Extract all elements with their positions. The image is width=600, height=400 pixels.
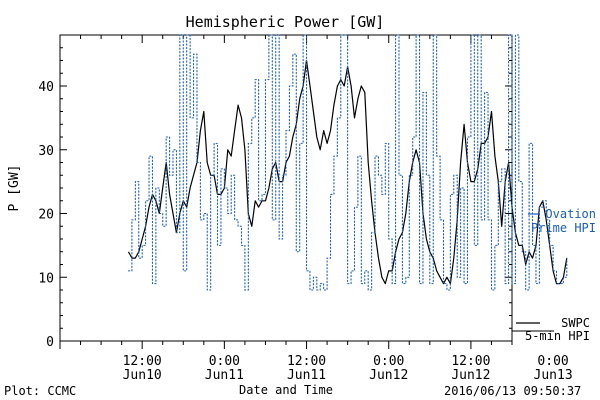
- x-tick-date-label: Jun11: [287, 368, 326, 383]
- x-axis-ticks: 12:00Jun100:00Jun1112:00Jun110:00Jun1212…: [59, 35, 573, 383]
- x-tick-date-label: Jun12: [451, 368, 490, 383]
- y-tick-label: 20: [38, 208, 54, 223]
- x-tick-time-label: 0:00: [373, 354, 404, 369]
- x-tick-time-label: 12:00: [451, 354, 490, 369]
- y-tick-label: 40: [38, 80, 54, 95]
- y-tick-label: 30: [38, 144, 54, 159]
- x-tick-date-label: Jun11: [205, 368, 244, 383]
- series-layer: [127, 34, 568, 291]
- x-tick-date-label: Jun12: [369, 368, 408, 383]
- legend-swpc-label-line1: SWPC: [561, 316, 590, 330]
- x-tick-time-label: 0:00: [537, 354, 568, 369]
- legend-ovation-label-line2: Prime HPI: [531, 221, 596, 235]
- x-tick-time-label: 12:00: [123, 354, 162, 369]
- chart-title: Hemispheric Power [GW]: [186, 13, 385, 31]
- series-ovation-prime-hpi: [127, 34, 568, 291]
- y-axis-ticks: 0 10 20 30 40: [38, 34, 512, 350]
- plot-frame: [59, 34, 513, 342]
- x-axis-label: Date and Time: [239, 383, 333, 397]
- legend-ovation-label-line1: Ovation: [545, 207, 596, 221]
- x-tick-time-label: 0:00: [209, 354, 240, 369]
- x-tick-date-label: Jun10: [123, 368, 162, 383]
- x-tick-date-label: Jun13: [534, 368, 573, 383]
- y-tick-label: 10: [38, 271, 54, 286]
- legend-swpc-label-line2: 5-min HPI: [525, 329, 590, 343]
- y-axis-label: P [GW]: [7, 165, 22, 212]
- legend: Ovation Prime HPI SWPC 5-min HPI: [512, 207, 596, 343]
- plot-credit: Plot: CCMC: [4, 384, 76, 398]
- timestamp: 2016/06/13 09:50:37: [444, 384, 581, 398]
- y-tick-label: 0: [46, 335, 54, 350]
- x-tick-time-label: 12:00: [287, 354, 326, 369]
